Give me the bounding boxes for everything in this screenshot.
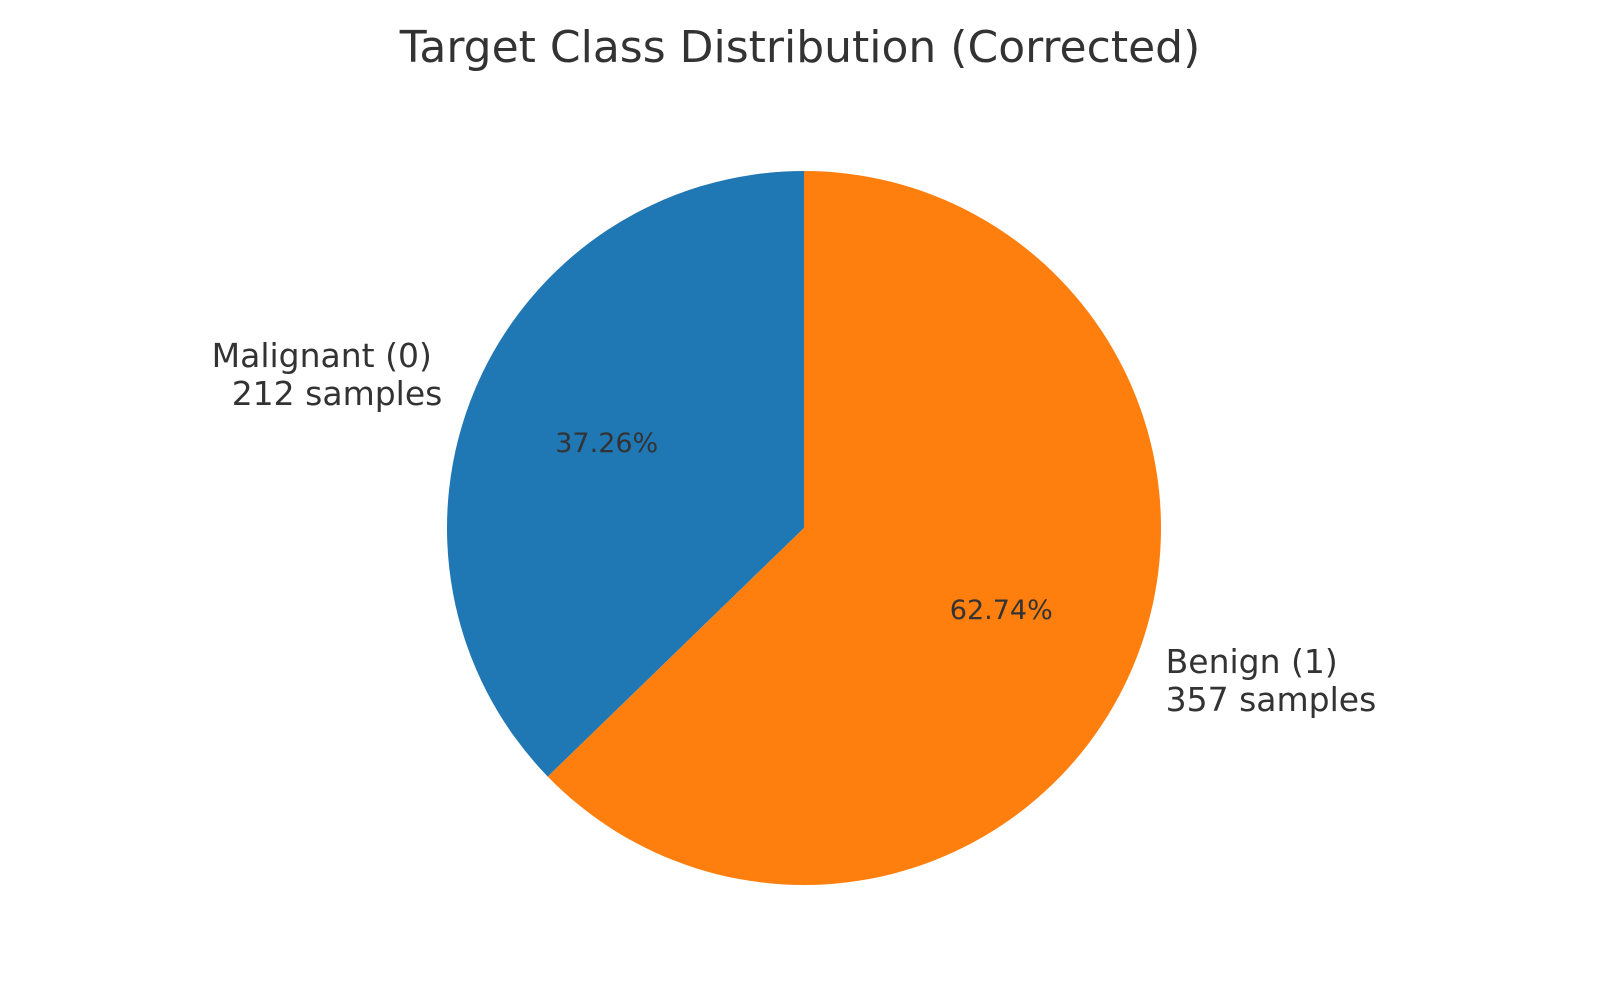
slice-benign [547,171,1162,885]
slice-label-benign-count: 357 samples [1166,680,1377,719]
slice-malignant [447,171,804,777]
pie-slices [447,171,1162,885]
chart-title: Target Class Distribution (Corrected) [399,22,1200,73]
slice-labels: Malignant (0) 212 samples Benign (1) 357… [212,336,1377,719]
percent-labels: 37.26% 62.74% [555,428,1052,626]
percent-label-malignant: 37.26% [555,428,658,459]
slice-label-malignant-name: Malignant (0) [212,336,432,375]
percent-label-benign: 62.74% [950,595,1053,626]
slice-label-benign-name: Benign (1) [1166,642,1338,681]
slice-label-malignant: Malignant (0) 212 samples [212,336,443,413]
slice-label-malignant-count: 212 samples [232,374,443,413]
slice-label-benign: Benign (1) 357 samples [1166,642,1377,719]
